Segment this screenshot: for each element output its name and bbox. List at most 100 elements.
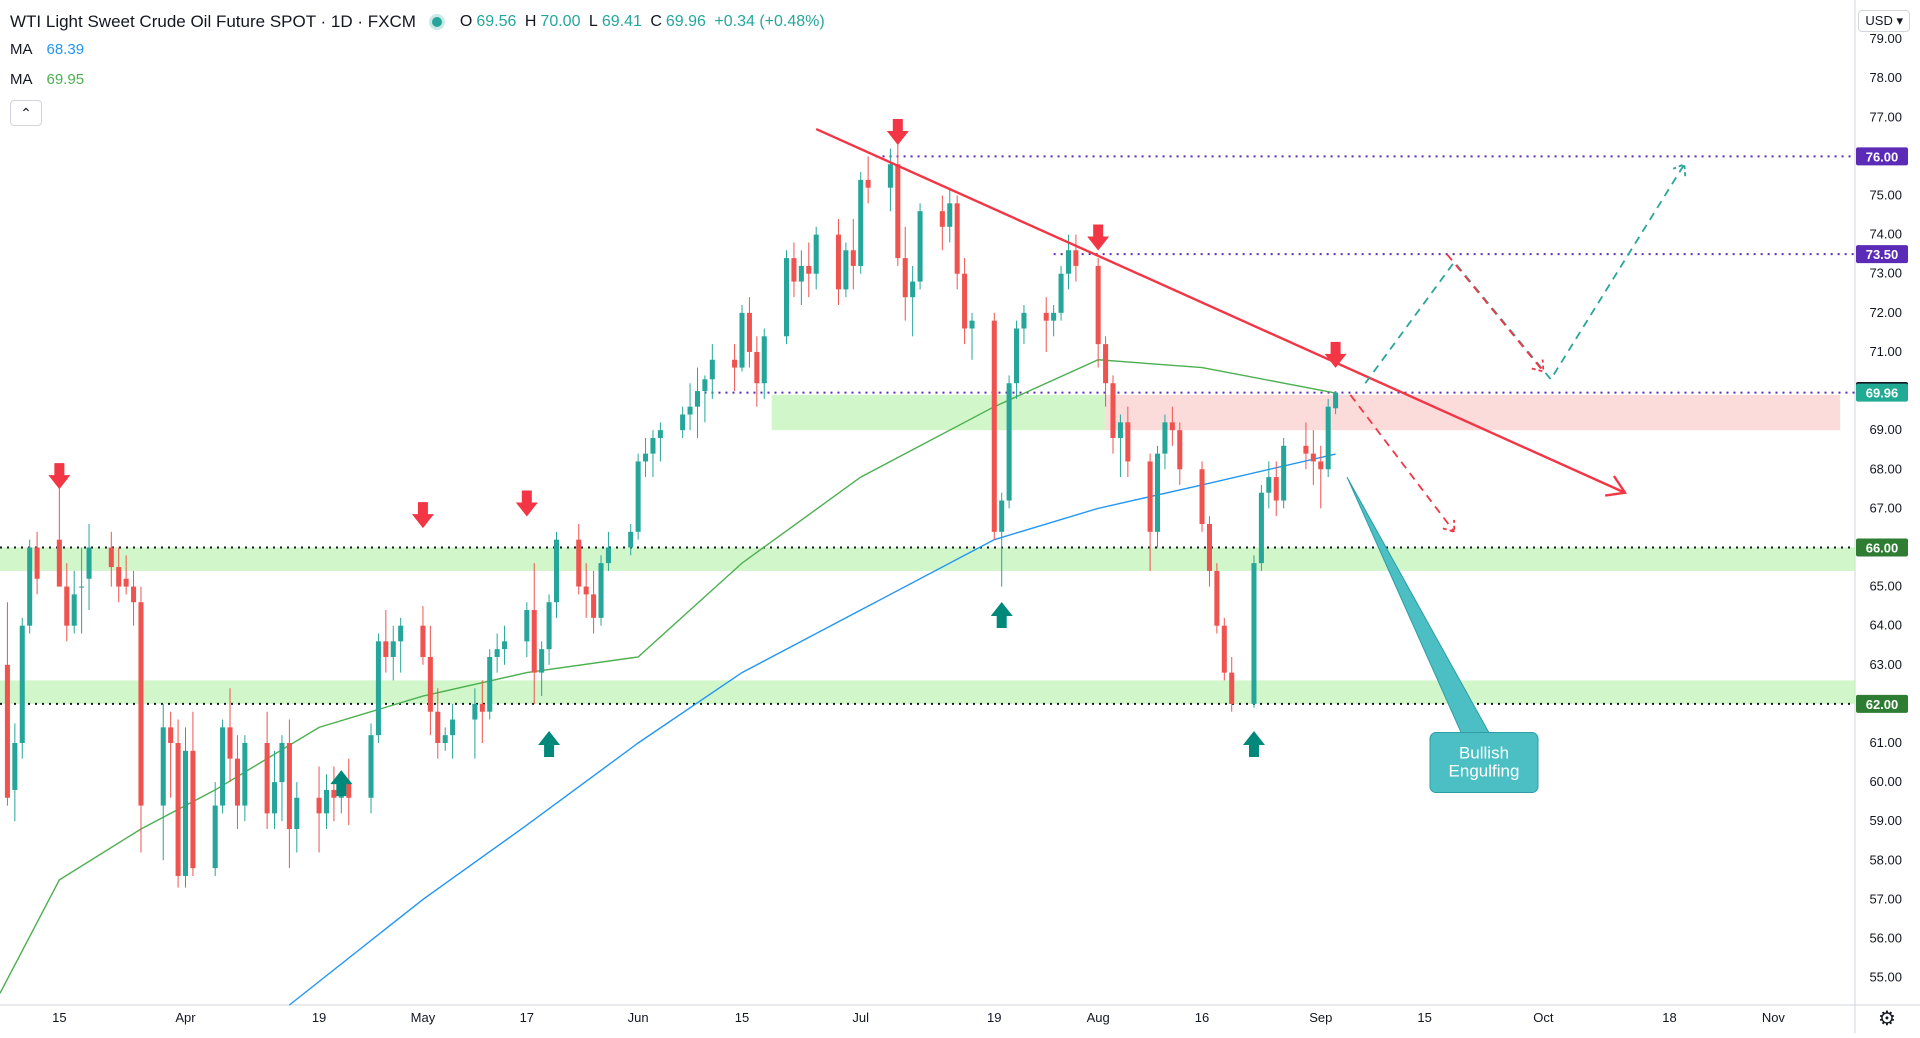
trendline-arrowhead [1605,475,1628,497]
candle-body [108,547,114,568]
candle-body [553,539,560,603]
candle-body [27,547,33,626]
candle [286,719,292,869]
indicator-ma-fast[interactable]: MA 68.39 [10,34,829,64]
candle-body [4,664,10,798]
badge-label: 73.50 [1866,247,1899,262]
candle [234,735,240,830]
candle [4,602,10,806]
candle-body [182,750,189,876]
collapse-legend-button[interactable]: ⌃ [10,100,42,126]
badge-label: 69.96 [1866,386,1899,401]
candle-body [1117,422,1123,438]
candle-body [1333,392,1339,409]
candle-body [1325,406,1331,470]
candle [947,187,953,243]
candles-group [4,140,1339,888]
candle [539,641,545,697]
chevron-down-icon: ▾ [1896,13,1903,28]
time-tick-label: Apr [175,1010,196,1025]
symbol-title[interactable]: WTI Light Sweet Crude Oil Future SPOT · … [10,12,416,31]
projection-arrowhead [1672,162,1687,177]
price-tick-label: 57.00 [1869,891,1902,906]
candle [323,774,330,830]
candle [190,711,196,876]
high-key: H [524,13,537,30]
ohlc-values: O 69.56 H 70.00 L 69.41 C 69.96 +0.34 (+0.48… [460,13,829,31]
arrow-up-marker [330,770,353,797]
candle-body [123,578,129,587]
chart-legend: WTI Light Sweet Crude Oil Future SPOT · … [10,10,829,126]
candle [605,531,611,571]
candle [895,140,901,266]
candle-body [331,789,337,798]
candle [680,406,686,438]
candle [34,531,40,595]
candle-body [546,602,552,650]
price-tick-label: 65.00 [1869,579,1902,594]
candle [420,606,426,665]
candle [138,586,144,853]
badge-label: 76.00 [1866,149,1899,164]
candle-body [524,610,530,642]
price-axis[interactable]: 55.00 56.00 57.00 58.00 59.00 60.00 61.00 62.00… [1856,31,1908,985]
price-tick-label: 71.00 [1869,344,1902,359]
candle-body [902,258,908,298]
projection-arrowhead [1442,519,1456,534]
candle [131,570,137,626]
candle [865,156,871,204]
candle-body [487,656,493,712]
candle [1043,297,1049,352]
price-tick-label: 78.00 [1869,70,1902,85]
price-tick-label: 64.00 [1869,618,1902,633]
candle-body [605,547,611,564]
candle [494,633,500,673]
candle-body [79,586,85,588]
candle [746,297,752,368]
candle [962,258,968,345]
candle-body [212,805,218,869]
candle-body [286,742,292,830]
candle-body [1125,422,1131,462]
candle [116,547,122,603]
candle-body [650,437,656,454]
price-tick-label: 72.00 [1869,305,1902,320]
candle-body [1303,445,1309,454]
candle-body [598,563,604,618]
candle-body [783,258,790,337]
candle-body [64,586,70,626]
candle [1169,406,1175,446]
time-tick-label: Jul [852,1010,869,1025]
price-tick-label: 73.00 [1869,266,1902,281]
candle [843,242,849,298]
candle [1103,336,1109,407]
candle-body [895,164,901,259]
candle [427,625,433,736]
candle-body [791,258,797,282]
support-zone [0,547,1855,571]
candle [798,250,804,306]
candle-body [1147,461,1153,532]
candle [591,570,597,634]
candle [791,242,797,298]
candle [1154,445,1161,548]
candle-body [86,547,92,579]
time-tick-label: 15 [52,1010,66,1025]
candle-body [1162,422,1168,454]
gear-icon[interactable]: ⚙ [1878,1008,1896,1030]
candle-body [1229,672,1235,704]
candle [1251,555,1257,708]
time-axis[interactable]: 15 Apr 19 May 17 Jun 15 Jul 19 Aug 16 Sep 15 Oct 18 Nov [52,1010,1785,1025]
arrow-down-marker [1087,224,1110,251]
candle [479,680,485,743]
price-level-badge: 66.00 [1856,538,1908,557]
symbol-row: WTI Light Sweet Crude Oil Future SPOT · … [10,10,829,34]
candle-body [1258,492,1264,564]
currency-selector[interactable]: USD ▾ [1858,10,1910,32]
indicator-ma-slow[interactable]: MA 69.95 [10,64,829,94]
candle [806,242,812,298]
candle [1229,656,1235,712]
candle-body [390,641,396,657]
